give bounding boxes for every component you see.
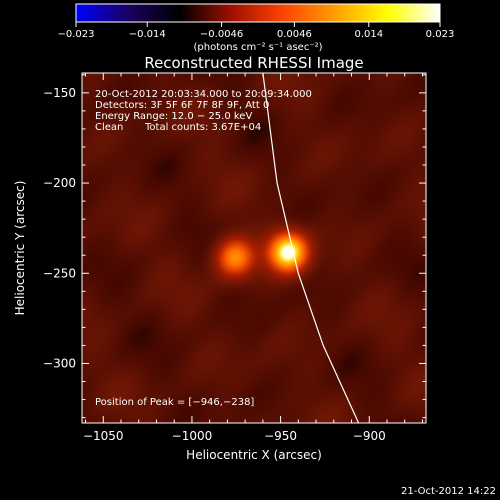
x-axis: −1050 −1000 −950 −900: [83, 73, 423, 443]
x-axis-label: Heliocentric X (arcsec): [186, 448, 322, 462]
y-axis-label: Heliocentric Y (arcsec): [13, 181, 27, 316]
total-counts-text: Total counts: 3.67E+04: [144, 122, 261, 133]
x-tick-label: −900: [353, 429, 386, 443]
time-range-text: 20-Oct-2012 20:03:34.000 to 20:09:34.000: [95, 89, 312, 100]
energy-range-text: Energy Range: 12.0 − 25.0 keV: [95, 111, 252, 122]
x-tick-label: −1000: [172, 429, 213, 443]
colorbar-tick-label: 0.0046: [277, 29, 312, 40]
y-tick-label: −300: [43, 356, 76, 370]
colorbar: −0.023 −0.014 −0.0046 0.0046 0.014 0.023 (pho…: [57, 3, 454, 53]
colorbar-unit-label: (photons cm⁻² s⁻¹ asec⁻²): [193, 42, 322, 53]
heatmap-image: [82, 73, 426, 423]
chart-title: Reconstructed RHESSI Image: [144, 54, 363, 72]
x-tick-label: −1050: [83, 429, 124, 443]
colorbar-tick-label: −0.023: [57, 29, 94, 40]
y-tick-label: −250: [43, 266, 76, 280]
colorbar-tick-label: −0.014: [129, 29, 166, 40]
y-axis: −150 −200 −250 −300: [43, 74, 426, 419]
detectors-text: Detectors: 3F 5F 6F 7F 8F 9F, Att 0: [95, 100, 269, 111]
colorbar-ticks: −0.023 −0.014 −0.0046 0.0046 0.014 0.023: [57, 22, 454, 40]
y-tick-label: −150: [43, 86, 76, 100]
plot-frame: [81, 72, 427, 424]
plot-area: [82, 73, 426, 423]
clean-text: Clean: [95, 122, 123, 133]
colorbar-tick-label: −0.0046: [200, 29, 243, 40]
peak-position-text: Position of Peak = [−946,−238]: [95, 397, 254, 408]
x-tick-label: −950: [264, 429, 297, 443]
y-tick-label: −200: [43, 176, 76, 190]
solar-limb-line: [262, 73, 360, 423]
annotations: 20-Oct-2012 20:03:34.000 to 20:09:34.000…: [95, 89, 312, 408]
colorbar-tick-label: 0.014: [354, 29, 383, 40]
colorbar-tick-label: 0.023: [426, 29, 455, 40]
timestamp: 21-Oct-2012 14:22: [401, 486, 496, 497]
colorbar-strip: [75, 3, 441, 23]
